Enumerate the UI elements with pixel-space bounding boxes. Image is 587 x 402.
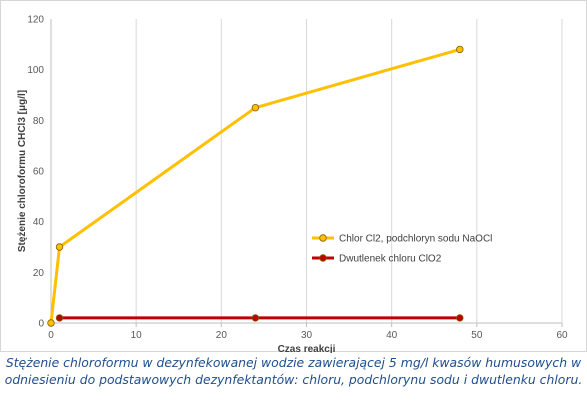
data-point [55,314,64,322]
series-1 [47,45,464,327]
grid-lines [135,19,563,323]
line-chart: 0 10 20 30 40 50 60 0 20 40 60 80 100 120 Czas reakcji… [17,15,568,354]
x-tick-label: 0 [48,330,54,341]
legend: Chlor Cl2, podchloryn sodu NaOCl Dwutlene… [312,234,492,265]
data-point [55,243,64,251]
x-tick-label: 40 [386,330,398,341]
y-tick-label: 40 [33,217,45,228]
legend-marker-swatch [319,234,327,242]
x-tick-label: 60 [556,330,568,341]
data-point [456,45,464,54]
figure-caption: Stężenie chloroformu w dezynfekowanej wo… [4,355,583,387]
legend-label: Dwutlenek chloru ClO2 [339,254,442,265]
y-tick-label: 120 [27,15,44,26]
series-line [49,47,462,325]
x-tick-label: 50 [471,330,483,341]
data-point [456,314,464,322]
series-2 [55,314,464,322]
data-point [251,314,260,322]
x-tick-label: 20 [216,330,228,341]
y-tick-label: 0 [38,319,44,330]
y-tick-label: 60 [33,167,45,178]
data-point [251,103,260,112]
y-tick-label: 80 [33,116,45,127]
x-axis-title: Czas reakcji [278,344,336,353]
data-series [47,45,464,327]
legend-marker-swatch [319,254,327,262]
y-axis-title: Stężenie chloroformu CHCl3 [μg/l] [17,90,28,252]
data-point [47,319,55,327]
x-tick-label: 10 [131,330,143,341]
y-tick-label: 100 [27,65,44,76]
x-tick-label: 30 [301,330,313,341]
legend-item-2: Dwutlenek chloru ClO2 [312,254,442,265]
y-tick-label: 20 [33,268,45,279]
legend-item-1: Chlor Cl2, podchloryn sodu NaOCl [312,234,492,245]
axes: 0 10 20 30 40 50 60 0 20 40 60 80 100 120 Czas reakcji… [17,15,568,354]
chart-area: 0 10 20 30 40 50 60 0 20 40 60 80 100 120 Czas reakcji… [0,0,587,354]
legend-label: Chlor Cl2, podchloryn sodu NaOCl [339,234,492,245]
